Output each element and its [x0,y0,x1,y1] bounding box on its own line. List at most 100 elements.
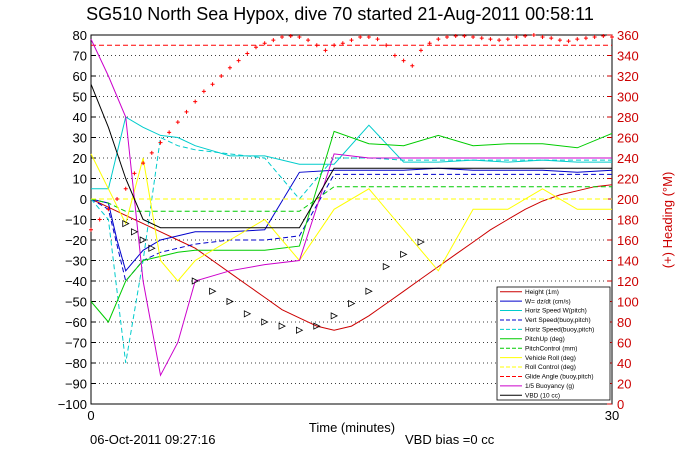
heading-point [253,45,258,50]
triangle-marker [148,244,156,252]
legend-label: Vehicle Roll (deg) [525,355,576,362]
series-line [90,153,612,282]
y2-tick-label: 240 [617,151,639,166]
y-axis: 80 70 60 50 40 30 20 10 0 −10 −20 −30 −40 −50 −60 −70 −8… [58,28,96,412]
y-tick-label: −60 [65,315,87,330]
x-tick-label: 0 [87,408,94,423]
y-tick-label: −10 [65,213,87,228]
triangle-marker [313,322,321,330]
heading-point [184,109,189,114]
y2-tick-label: 200 [617,192,639,207]
y2-tick-label: 20 [617,377,631,392]
series-line [90,130,613,323]
heading-point [271,38,276,43]
triangle-marker [417,238,425,246]
y-tick-label: 50 [73,90,87,105]
heading-point [201,89,206,94]
triangle-marker [122,219,130,228]
y2-tick-label: 0 [617,397,624,412]
y-tick-label: −100 [58,397,87,412]
heading-point [505,37,510,42]
y2-tick-label: 320 [617,69,639,84]
heading-point [97,217,102,222]
heading-point [210,82,215,87]
triangle-marker [191,277,200,285]
heading-point [280,35,285,40]
y-tick-label: −70 [65,336,87,351]
y-tick-label: −80 [65,356,87,371]
heading-point [418,48,423,53]
heading-point [566,39,571,44]
heading-point [471,35,476,40]
y-tick-label: 40 [73,110,87,125]
heading-point [436,37,441,42]
triangle-marker [243,310,252,318]
y2-tick-label: 180 [617,213,639,228]
triangle-marker [400,250,408,258]
heading-point [115,197,120,201]
y2-tick-label: 60 [617,336,631,351]
triangle-marker [209,287,217,295]
triangle-marker [382,263,391,271]
heading-point [158,140,163,145]
y-tick-label: −90 [65,377,87,392]
legend-label: W= dz/dt (cm/s) [525,298,571,305]
legend-label: PitchControl (mm) [525,345,577,352]
heading-point [106,207,111,212]
heading-point [219,74,224,78]
y-tick-label: 30 [73,131,87,146]
triangle-markers [122,219,425,334]
heading-point [479,36,484,41]
heading-point [453,34,458,39]
series-line [90,184,613,331]
y2-tick-label: 300 [617,90,639,105]
heading-point [601,34,606,39]
heading-point [575,37,580,42]
heading-point [549,36,554,41]
legend: Height (1m) W= dz/dt (cm/s) Horiz Speed W(… [496,286,611,401]
legend-label: PitchUp (deg) [525,336,565,343]
heading-point [523,34,528,39]
heading-point [540,35,545,40]
heading-point [123,186,128,191]
legend-label: 1/5 Buoyancy (g) [525,383,574,390]
heading-point [193,99,198,104]
y-tick-label: −30 [65,254,87,269]
heading-point [401,58,406,63]
legend-label: Horiz Speed(buoy,pitch) [525,327,594,334]
y2-tick-label: 280 [617,110,639,125]
heading-point [375,37,380,42]
heading-point [314,43,319,48]
y2-tick-label: 80 [617,315,631,330]
vbd-bias-label: VBD bias =0 cc [405,432,495,447]
y2-axis: 3603403203002802602402202001801601401201… [607,28,639,412]
x-tick-label: 30 [605,408,619,423]
chart-title: SG510 North Sea Hypox, dive 70 started 2… [86,4,594,24]
series-line [90,186,612,212]
heading-point [323,48,328,53]
series-line [90,84,612,229]
series-line [90,38,612,377]
heading-point [514,35,519,40]
y-tick-label: 20 [73,151,87,166]
y-tick-label: 60 [73,69,87,84]
heading-point [497,38,502,43]
heading-point [462,34,467,39]
x-axis-label: Time (minutes) [309,420,395,435]
y-tick-label: 70 [73,49,87,64]
series-line [91,116,612,190]
legend-label: VBD (10 cc) [525,392,560,399]
heading-point [592,35,597,40]
heading-point [141,161,146,166]
y-tick-label: 80 [73,28,87,43]
heading-point [236,58,241,63]
heading-points [89,33,614,232]
y-tick-label: 0 [80,192,87,207]
legend-label: Glide Angle (buoy,pitch) [525,374,594,381]
legend-label: Height (1m) [525,289,559,296]
heading-point [297,35,302,40]
heading-point [340,41,345,46]
y-tick-label: 10 [73,172,87,187]
heading-point [149,150,154,155]
